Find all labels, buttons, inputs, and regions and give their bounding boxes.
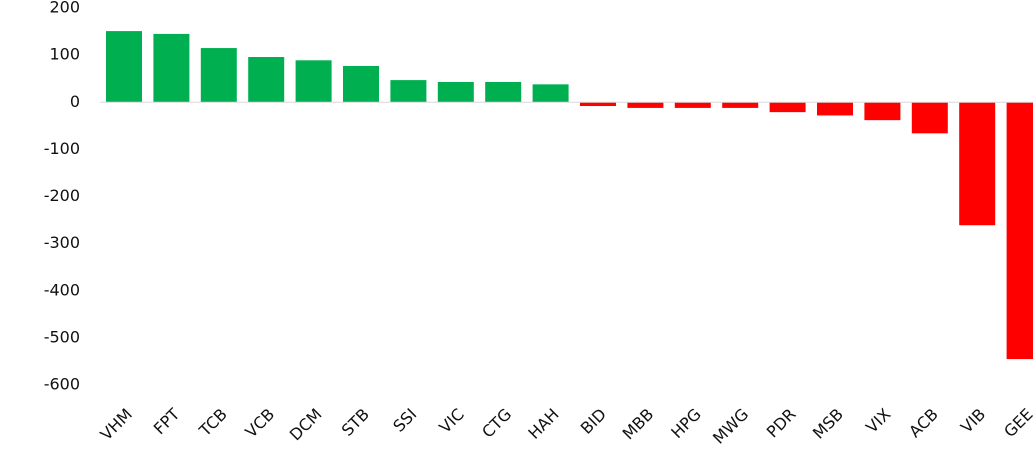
x-tick-label: CTG <box>478 405 515 442</box>
x-tick-label: BID <box>577 405 610 438</box>
y-tick-label: -600 <box>44 375 80 394</box>
x-tick-label: HPG <box>667 405 705 443</box>
bar <box>864 102 901 121</box>
bar <box>817 102 853 116</box>
x-tick-label: ACB <box>905 405 942 442</box>
bar <box>153 33 190 103</box>
bar <box>722 102 759 108</box>
bar <box>532 84 569 103</box>
bar <box>627 102 664 108</box>
x-tick-label: VHM <box>97 405 136 444</box>
bar <box>911 102 948 134</box>
x-tick-label: DCM <box>286 405 326 445</box>
x-tick-label: MSB <box>809 405 847 443</box>
bar <box>959 102 996 226</box>
x-tick-label: GEE <box>1000 405 1033 442</box>
x-tick-label: SSI <box>389 405 420 436</box>
y-tick-label: 100 <box>49 45 80 64</box>
x-tick-label: VIC <box>435 405 467 437</box>
x-tick-label: PDR <box>763 405 800 442</box>
x-tick-label: MWG <box>709 405 752 448</box>
y-tick-label: -200 <box>44 186 80 205</box>
bar <box>248 57 285 103</box>
y-tick-label: -500 <box>44 327 80 346</box>
bar <box>674 102 711 108</box>
y-tick-label: -300 <box>44 233 80 252</box>
y-tick-label: -400 <box>44 280 80 299</box>
x-tick-label: VIX <box>862 405 894 437</box>
x-tick-label: TCB <box>195 405 231 441</box>
x-tick-label: FPT <box>150 404 184 438</box>
bar <box>437 81 474 103</box>
x-tick-label: VIB <box>957 405 989 437</box>
x-tick-label: MBB <box>619 405 658 444</box>
bar <box>295 60 332 103</box>
bar <box>106 31 142 103</box>
y-tick-label: 0 <box>70 92 80 111</box>
x-tick-label: VCB <box>241 405 278 442</box>
bar <box>485 81 522 103</box>
x-tick-label: STB <box>338 405 373 440</box>
bar <box>343 65 379 103</box>
bar <box>769 102 806 113</box>
bar <box>1006 102 1033 360</box>
bar <box>200 48 237 103</box>
y-tick-label: 200 <box>49 0 80 17</box>
y-tick-label: -100 <box>44 139 80 158</box>
x-tick-label: HAH <box>524 405 562 443</box>
bar <box>580 102 616 107</box>
bar <box>390 80 427 103</box>
